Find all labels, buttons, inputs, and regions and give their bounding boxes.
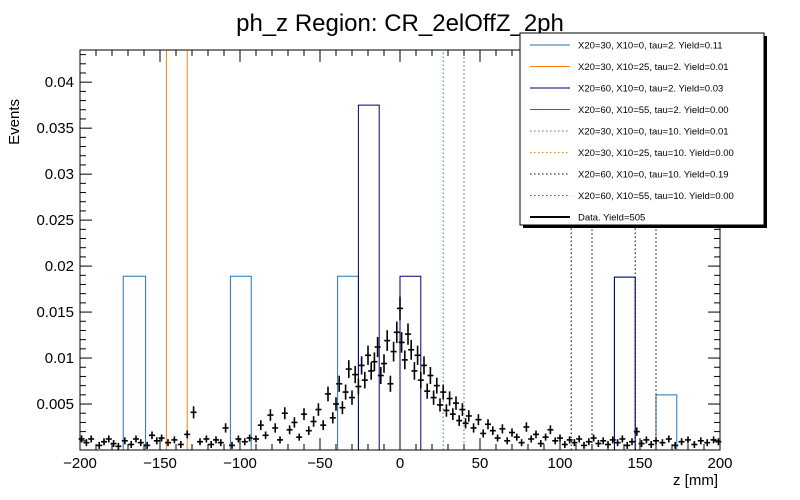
x-tick-label: −150 [143, 455, 177, 472]
legend-label: X20=60, X10=55, tau=2. Yield=0.00 [578, 105, 729, 116]
data-points [78, 296, 722, 450]
y-tick-label: 0.035 [36, 120, 74, 137]
legend-label: Data. Yield=505 [578, 213, 645, 224]
x-tick-label: −100 [223, 455, 257, 472]
legend-label: X20=30, X10=0, tau=10. Yield=0.01 [578, 127, 729, 138]
legend-label: X20=60, X10=0, tau=10. Yield=0.19 [578, 170, 729, 181]
y-tick-label: 0.025 [36, 212, 74, 229]
histogram-bin [613, 276, 636, 450]
x-tick-label: 150 [627, 455, 652, 472]
x-tick-label: 50 [472, 455, 489, 472]
y-tick-label: 0.01 [45, 350, 74, 367]
x-tick-label: −50 [307, 455, 332, 472]
y-tick-label: 0.02 [45, 258, 74, 275]
legend-label: X20=30, X10=25, tau=10. Yield=0.00 [578, 148, 734, 159]
legend: X20=30, X10=0, tau=2. Yield=0.11 X20=30, … [519, 32, 767, 228]
histogram-bin [442, 49, 465, 450]
y-tick-label: 0.015 [36, 304, 74, 321]
x-tick-label: 200 [707, 455, 732, 472]
x-axis-title: z [mm] [673, 472, 718, 489]
histogram-bin [122, 275, 147, 450]
y-tick-label: 0.04 [45, 74, 74, 91]
legend-label: X20=30, X10=0, tau=2. Yield=0.11 [578, 41, 723, 52]
histogram-bin [357, 104, 380, 450]
legend-box [519, 32, 765, 226]
y-tick-label: 0.005 [36, 396, 74, 413]
chart-title: ph_z Region: CR_2elOffZ_2ph [236, 10, 564, 37]
histogram-bin [399, 275, 422, 450]
x-tick-label: 100 [547, 455, 572, 472]
legend-label: X20=60, X10=55, tau=10. Yield=0.00 [578, 191, 734, 202]
legend-label: X20=30, X10=25, tau=2. Yield=0.01 [578, 62, 729, 73]
x-tick-label: −200 [63, 455, 97, 472]
legend-label: X20=60, X10=0, tau=2. Yield=0.03 [578, 84, 723, 95]
x-tick-label: 0 [396, 455, 404, 472]
histogram-bin [229, 275, 252, 450]
y-axis-title: Events [6, 99, 23, 145]
y-tick-label: 0.03 [45, 166, 74, 183]
